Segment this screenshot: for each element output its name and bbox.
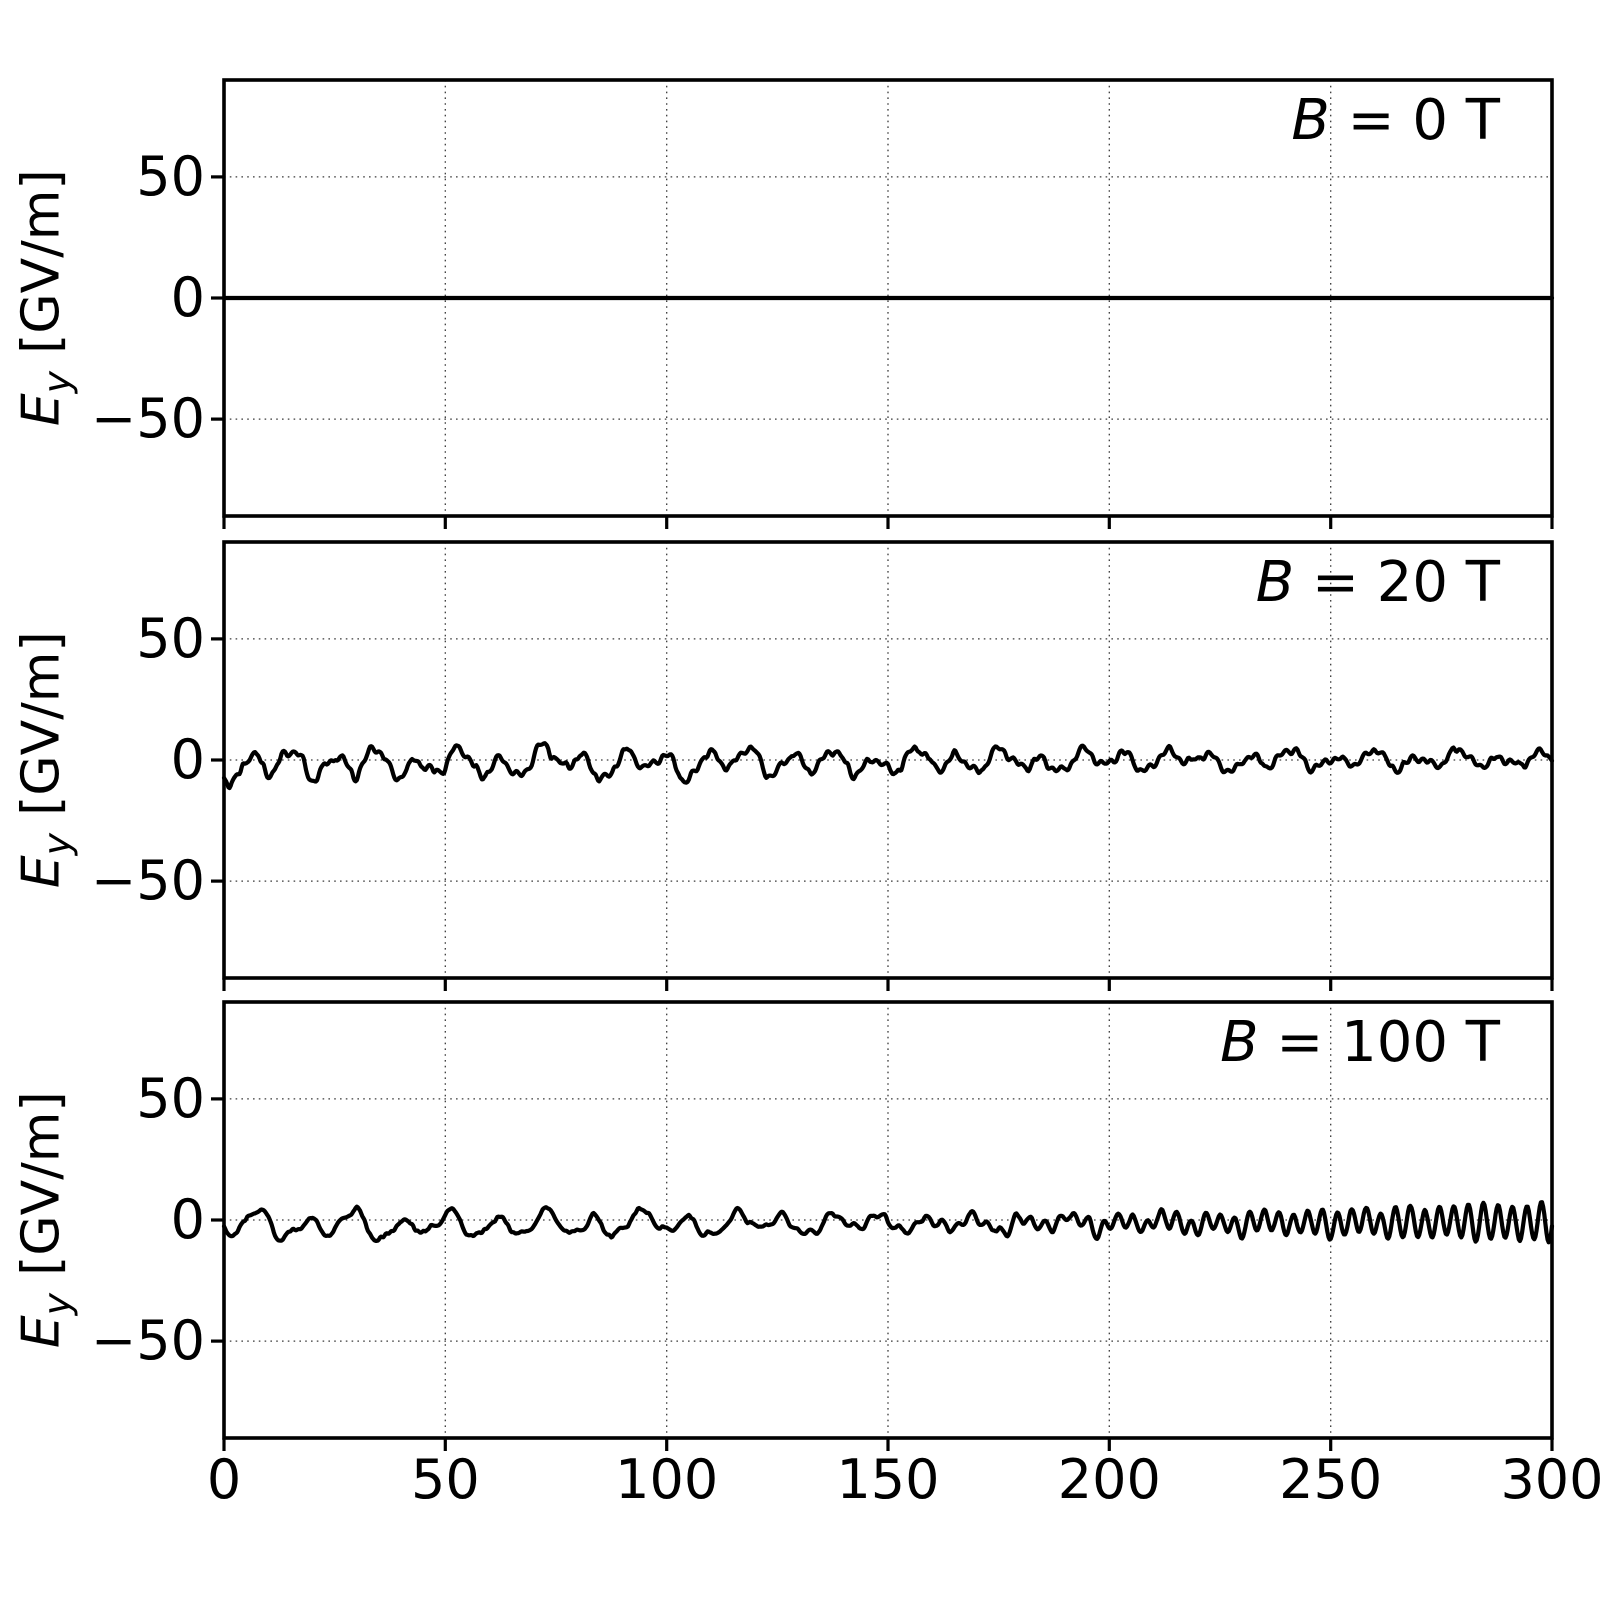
annotation-variable: B — [1255, 550, 1295, 615]
annotation-b-0t: B = 0 T — [1291, 86, 1500, 156]
panel-b-0t: Ey[GV/m] B = 0 T 50 0 −50 — [11, 78, 1555, 529]
x-tick-label: 300 — [1500, 1448, 1600, 1511]
annotation-b-20t: B = 20 T — [1256, 548, 1500, 618]
x-tick-label: 250 — [1279, 1448, 1383, 1511]
y-tick-label: 50 — [136, 606, 205, 670]
x-tick-label: 150 — [836, 1448, 940, 1511]
plot-area-b-0t — [211, 78, 1555, 529]
annotation-value: = 20 T — [1294, 550, 1500, 615]
plot-area-b-20t — [211, 540, 1555, 991]
y-tick-label: −50 — [91, 849, 205, 913]
y-tick-label: 50 — [136, 1066, 205, 1130]
annotation-b-100t: B = 100 T — [1220, 1008, 1500, 1078]
plot-area-b-100t — [211, 1000, 1555, 1451]
annotation-variable: B — [1220, 1010, 1259, 1075]
y-tick-label: 50 — [136, 144, 205, 208]
signal-trace — [221, 741, 1555, 791]
y-tick-label: −50 — [91, 387, 205, 451]
x-tick-label: 100 — [615, 1448, 719, 1511]
panel-b-100t: Ey[GV/m] B = 100 T 50 0 −50 — [11, 1000, 1555, 1451]
signal-trace — [221, 1200, 1555, 1245]
x-tick-label: 0 — [206, 1448, 242, 1511]
y-tick-label: 0 — [170, 266, 205, 329]
panel-b-20t: Ey[GV/m] B = 20 T 50 0 −50 — [11, 540, 1555, 991]
x-tick-label: 50 — [410, 1448, 480, 1511]
y-tick-label: 0 — [170, 728, 205, 791]
y-tick-label: 0 — [170, 1188, 205, 1251]
annotation-variable: B — [1291, 88, 1330, 153]
x-tick-label: 200 — [1057, 1448, 1161, 1511]
annotation-value: = 0 T — [1329, 88, 1500, 153]
annotation-value: = 100 T — [1258, 1010, 1500, 1075]
y-tick-label: −50 — [91, 1309, 205, 1373]
